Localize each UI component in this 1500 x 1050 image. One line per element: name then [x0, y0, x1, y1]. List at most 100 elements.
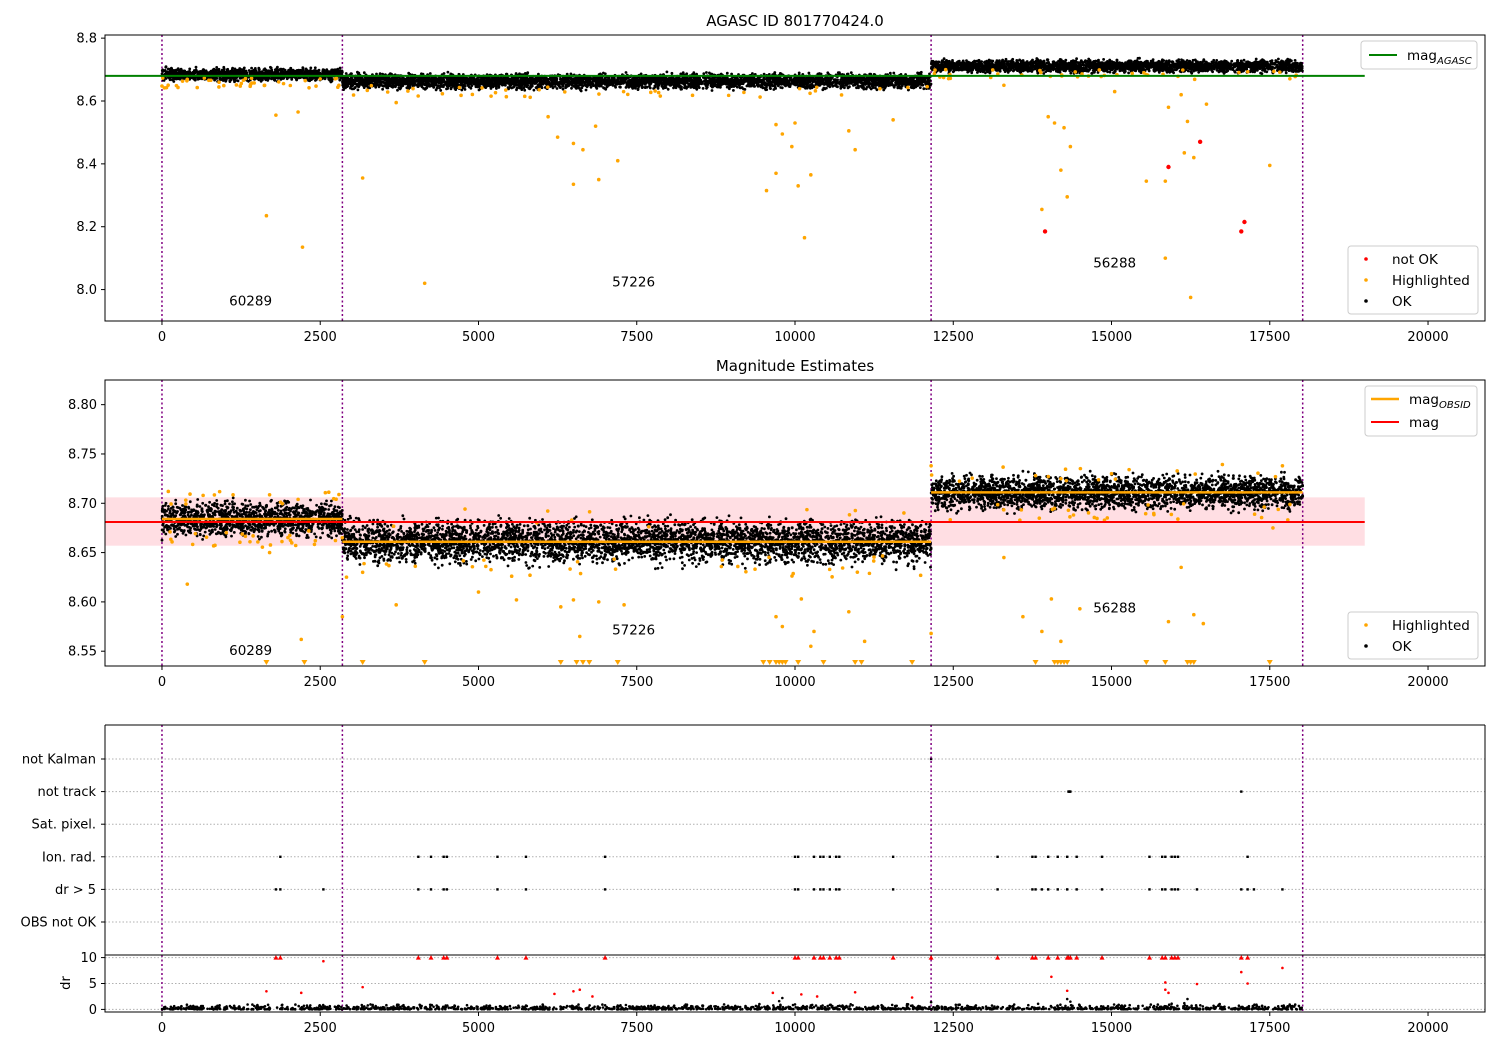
ok-point: [312, 70, 316, 74]
ok-point: [183, 69, 186, 73]
ok-point: [640, 84, 644, 87]
ok-point: [501, 83, 504, 87]
ok-point: [251, 71, 255, 75]
ok-point: [295, 77, 298, 81]
ok-point: [373, 82, 377, 85]
ok-point: [279, 67, 283, 71]
ok-point: [476, 85, 480, 89]
ok-point: [255, 76, 259, 80]
ok-point: [861, 86, 865, 89]
ok-point: [238, 76, 242, 80]
ok-point: [880, 82, 883, 86]
ok-point: [681, 71, 685, 75]
ok-point: [264, 77, 267, 81]
ok-point: [528, 87, 532, 91]
ok-point: [610, 79, 613, 83]
ok-point: [194, 65, 198, 69]
ok-point: [873, 78, 877, 81]
ok-point: [498, 82, 502, 85]
ok-point: [389, 84, 393, 87]
ok-point: [266, 79, 270, 82]
ok-point: [273, 79, 277, 82]
ok-point: [517, 84, 521, 88]
ok-point: [713, 83, 717, 86]
ok-point: [341, 83, 345, 87]
ok-point: [176, 67, 180, 71]
ok-point: [523, 88, 527, 92]
ok-point: [406, 86, 410, 89]
ok-point: [884, 85, 888, 88]
ok-point: [439, 89, 443, 92]
ok-point: [282, 71, 286, 74]
ok-point: [163, 69, 167, 73]
ok-point: [383, 79, 387, 82]
ok-point: [569, 77, 573, 81]
ok-point: [249, 71, 252, 74]
ok-point: [271, 76, 274, 80]
ok-point: [477, 80, 480, 84]
ok-point: [560, 78, 563, 82]
ok-point: [276, 65, 279, 69]
ok-point: [599, 82, 603, 86]
ok-point: [172, 72, 176, 75]
ok-point: [768, 86, 772, 90]
ok-point: [301, 72, 304, 76]
ok-point: [725, 71, 729, 75]
ok-point: [806, 78, 809, 82]
ok-point: [272, 72, 276, 75]
ok-point: [170, 66, 173, 70]
ok-point: [591, 84, 595, 87]
ok-point: [643, 86, 647, 89]
ok-point: [214, 77, 218, 80]
ok-point: [524, 78, 528, 82]
ok-point: [732, 89, 735, 92]
ok-point: [460, 88, 464, 92]
ok-point: [584, 88, 588, 92]
ok-point: [202, 68, 205, 71]
ok-point: [273, 76, 277, 80]
ok-point: [213, 70, 217, 74]
ok-point: [670, 71, 674, 75]
ok-point: [309, 76, 313, 79]
ok-point: [231, 71, 235, 74]
ok-point: [290, 72, 294, 76]
ok-point: [265, 71, 269, 74]
ok-point: [640, 81, 644, 84]
ok-point: [430, 83, 434, 86]
ok-point: [315, 71, 319, 74]
ok-point: [225, 70, 229, 73]
ok-point: [926, 79, 930, 82]
ok-point: [560, 81, 563, 85]
ok-point: [636, 88, 640, 91]
ok-point: [445, 87, 448, 91]
ok-point: [563, 77, 567, 80]
ok-point: [449, 87, 453, 91]
ok-point: [330, 79, 334, 83]
ok-point: [181, 71, 185, 75]
ok-point: [188, 70, 191, 73]
ok-point: [227, 72, 230, 75]
ok-points: [160, 56, 1304, 93]
ok-point: [191, 71, 194, 75]
ok-point: [705, 71, 708, 74]
ok-point: [564, 86, 567, 90]
ok-point: [219, 70, 222, 74]
ok-point: [420, 72, 423, 76]
ok-point: [451, 85, 455, 88]
ok-point: [269, 65, 272, 69]
ok-point: [257, 68, 261, 71]
ok-point: [807, 71, 811, 75]
ok-point: [290, 78, 294, 81]
ok-point: [230, 68, 234, 71]
ok-point: [334, 68, 338, 72]
ok-point: [193, 71, 197, 75]
ok-point: [770, 83, 774, 87]
ok-point: [395, 78, 399, 82]
ok-point: [726, 80, 729, 84]
ok-point: [209, 69, 213, 73]
ok-point: [518, 72, 521, 76]
ok-point: [503, 78, 506, 81]
ok-point: [902, 82, 905, 86]
